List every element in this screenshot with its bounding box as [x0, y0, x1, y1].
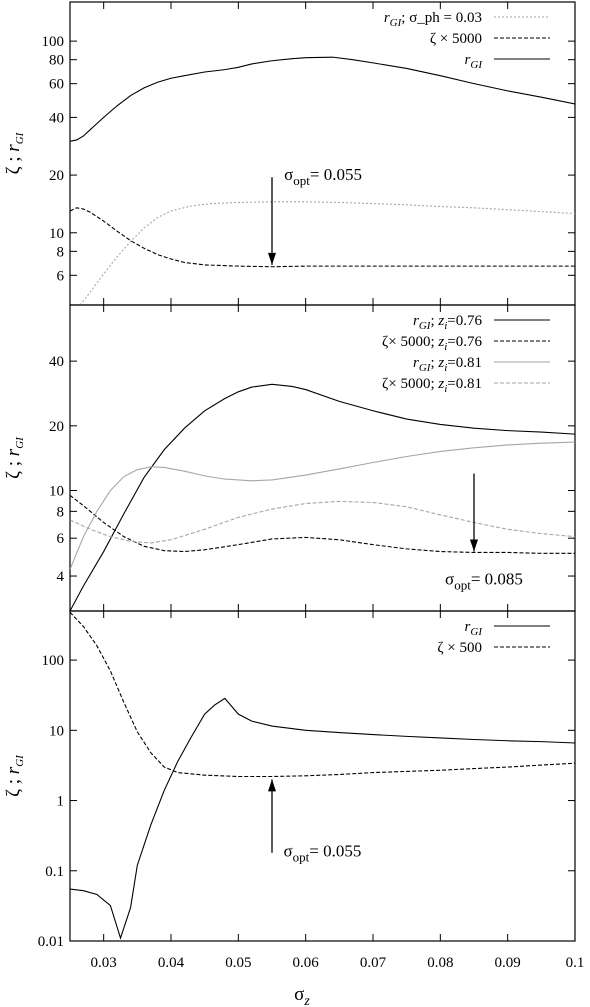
y-tick-label: 0.01	[38, 934, 64, 950]
y-tick-label: 20	[49, 419, 64, 435]
series-line-2	[70, 56, 575, 142]
series-line-1	[70, 494, 575, 554]
y-tick-label: 1	[57, 794, 65, 810]
plot-frame	[69, 1, 576, 306]
x-tick-label: 0.1	[566, 955, 585, 971]
x-tick-label: 0.04	[158, 955, 185, 971]
legend-entry: rGI​; zi​=0.76	[413, 313, 482, 332]
y-axis-label: ζ ; rGI​	[3, 754, 26, 797]
x-axis-label: σz	[294, 984, 310, 1007]
y-axis-label: ζ ; rGI​	[3, 436, 26, 479]
y-tick-label: 4	[57, 569, 65, 585]
optimum-arrow-head	[268, 779, 276, 792]
legend-entry: ζ× 5000; zi​=0.76	[382, 334, 482, 353]
series-line-0	[79, 201, 575, 305]
legend-entry: ζ × 5000	[430, 31, 482, 47]
y-tick-label: 10	[49, 484, 64, 500]
optimum-annotation: σopt= 0.055	[284, 165, 362, 188]
series-line-0	[70, 697, 575, 940]
optimum-arrow-head	[470, 539, 478, 552]
legend-entry: rGI​	[465, 52, 484, 71]
x-tick-label: 0.06	[293, 955, 320, 971]
y-tick-label: 10	[49, 723, 64, 739]
x-tick-label: 0.05	[225, 955, 251, 971]
plot-frame	[69, 304, 576, 612]
series-line-2	[70, 441, 575, 570]
y-tick-label: 60	[49, 77, 64, 93]
series-line-0	[70, 383, 575, 611]
panel-bottom: 0.01 0.1 1 10 100 ζ ; rGI​ rGI​ ζ × 500 σopt= 0.…	[3, 610, 576, 950]
y-tick-label: 40	[49, 110, 64, 126]
series-line-1	[70, 611, 575, 778]
x-tick-label: 0.03	[91, 955, 117, 971]
series-line-3	[70, 500, 575, 544]
y-tick-label: 40	[49, 354, 64, 370]
optimum-arrow-head	[268, 252, 276, 265]
y-tick-label: 100	[42, 653, 65, 669]
y-tick-label: 0.1	[45, 864, 64, 880]
x-tick-label: 0.07	[360, 955, 387, 971]
y-axis-label: ζ ; rGI​	[3, 131, 26, 174]
legend-entry: rGI​; zi​=0.81	[413, 355, 482, 374]
y-tick-label: 8	[57, 504, 65, 520]
y-tick-label: 10	[49, 226, 64, 242]
y-tick-label: 6	[57, 268, 65, 284]
x-axis: 0.03 0.04 0.05 0.06 0.07 0.08 0.09 0.1	[91, 955, 585, 971]
x-tick-label: 0.08	[427, 955, 453, 971]
legend-entry: rGI​; σ_ph = 0.03	[384, 10, 482, 29]
series-line-1	[70, 207, 575, 268]
panel-top: 6 8 10 20 40 60 80 100 ζ ; rGI​ rGI​; σ_ph = 0.03…	[3, 1, 576, 306]
plot-frame	[69, 610, 576, 942]
y-tick-label: 20	[49, 168, 64, 184]
legend-entry: rGI​	[465, 619, 484, 638]
y-tick-label: 8	[57, 244, 65, 260]
panel-middle: 4 6 8 10 20 40 ζ ; rGI​ rGI​; zi​=0.76 ζ× 5000; …	[3, 304, 576, 612]
optimum-annotation: σopt= 0.055	[283, 841, 361, 864]
legend-entry: ζ× 5000; zi​=0.81	[382, 376, 482, 395]
y-tick-label: 6	[57, 531, 65, 547]
y-tick-label: 80	[49, 53, 64, 69]
legend-entry: ζ × 500	[437, 640, 482, 656]
y-tick-label: 100	[42, 34, 65, 50]
x-tick-label: 0.09	[495, 955, 521, 971]
optimum-annotation: σopt= 0.085	[445, 570, 523, 593]
